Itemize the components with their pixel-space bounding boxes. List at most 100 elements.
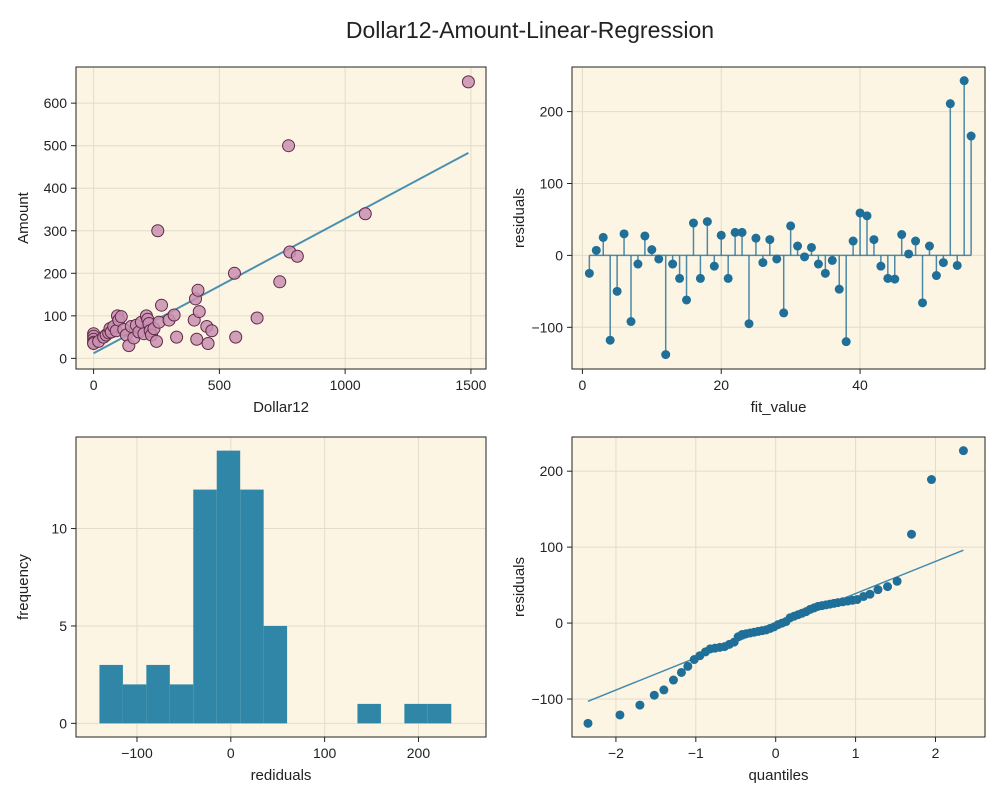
y-tick-label: 200: [540, 463, 564, 479]
scatter-point: [170, 330, 184, 344]
qq-point: [892, 576, 902, 586]
y-tick-label: 10: [51, 521, 67, 537]
scatter-point: [282, 139, 296, 153]
stem-marker: [883, 273, 893, 283]
scatter-point: [358, 207, 372, 221]
stem-marker: [619, 229, 629, 239]
y-tick-label: 200: [44, 265, 68, 281]
figure-title: Dollar12-Amount-Linear-Regression: [346, 17, 714, 43]
x-tick-label: 100: [313, 745, 337, 761]
stem-marker: [911, 236, 921, 246]
stem-marker: [723, 273, 733, 283]
stem-marker: [931, 271, 941, 281]
x-tick-label: 1500: [455, 377, 486, 393]
y-axis-label: residuals: [511, 188, 528, 248]
qq-point: [676, 667, 686, 677]
histogram-bar: [263, 625, 288, 724]
x-tick-label: 0: [90, 377, 98, 393]
stem-marker: [772, 254, 782, 264]
x-tick-label: 200: [407, 745, 431, 761]
scatter-point: [155, 298, 169, 312]
scatter-point: [192, 305, 206, 319]
residual-stem-panel: 0 20 40 −100 0 100 200 fit_value residuals: [511, 66, 986, 416]
y-tick-label: −100: [531, 691, 563, 707]
residual-histogram-panel: −100 0 100 200 0 5 10 rediduals frequency: [15, 436, 487, 784]
x-tick-label: 20: [713, 377, 729, 393]
x-tick-label: 0: [579, 377, 587, 393]
stem-marker: [654, 254, 664, 264]
stem-marker: [800, 252, 810, 262]
scatter-panel: 0 500 1000 1500 0 100 200 300 400 500 600 Dollar12 A…: [15, 66, 487, 416]
qq-point: [926, 475, 936, 485]
x-tick-label: 2: [932, 745, 940, 761]
stem-marker: [848, 236, 858, 246]
axes-frame: [75, 66, 487, 370]
qq-point: [907, 529, 917, 539]
histogram-bar: [193, 489, 217, 724]
stem-marker: [959, 76, 969, 86]
stem-marker: [855, 208, 865, 218]
histogram-bar: [146, 664, 170, 724]
stem-marker: [806, 242, 816, 252]
x-tick-label: −100: [121, 745, 153, 761]
qq-point: [583, 718, 593, 728]
stem-marker: [640, 231, 650, 241]
scatter-point: [190, 332, 204, 346]
stem-marker: [675, 273, 685, 283]
y-tick-label: 500: [44, 138, 68, 154]
histogram-bar: [240, 489, 264, 724]
y-axis-label: frequency: [15, 554, 32, 620]
stem-marker: [661, 350, 671, 360]
stem-marker: [737, 227, 747, 237]
x-tick-label: 0: [772, 745, 780, 761]
stem-marker: [709, 261, 719, 271]
stem-marker: [716, 230, 726, 240]
stem-marker: [890, 274, 900, 284]
stem-marker: [633, 259, 643, 269]
y-tick-label: 0: [59, 715, 67, 731]
stem-marker: [647, 245, 657, 255]
scatter-point: [201, 336, 215, 350]
qq-point: [683, 661, 693, 671]
qq-point: [883, 582, 893, 592]
axes-frame: [571, 66, 986, 370]
stem-marker: [591, 245, 601, 255]
histogram-bar: [427, 703, 452, 724]
histogram-bar: [357, 703, 381, 724]
x-axis-label: fit_value: [751, 399, 807, 416]
stem-marker: [668, 259, 678, 269]
y-tick-label: 100: [540, 539, 564, 555]
stem-marker: [786, 221, 796, 231]
y-tick-label: −100: [531, 319, 563, 335]
x-tick-label: 1: [852, 745, 860, 761]
y-tick-label: 200: [540, 104, 564, 120]
qq-plot-panel: −2 −1 0 1 2 −100 0 100 200 quantiles residuals: [511, 436, 986, 784]
histogram-bar: [169, 684, 194, 724]
y-tick-label: 0: [555, 615, 563, 631]
stem-marker: [918, 298, 928, 308]
y-tick-label: 600: [44, 95, 68, 111]
stem-marker: [938, 258, 948, 268]
x-axis-label: Dollar12: [253, 399, 309, 416]
histogram-bar: [122, 684, 147, 724]
stem-marker: [779, 308, 789, 318]
y-axis-label: Amount: [15, 191, 32, 244]
stem-marker: [820, 268, 830, 278]
scatter-point: [151, 224, 165, 238]
x-tick-label: 0: [227, 745, 235, 761]
stem-marker: [702, 217, 712, 227]
qq-point: [659, 685, 669, 695]
x-axis-label: quantiles: [748, 767, 808, 784]
plot-area: [572, 437, 985, 737]
qq-point: [649, 690, 659, 700]
scatter-point: [229, 330, 243, 344]
stem-marker: [695, 273, 705, 283]
scatter-point: [149, 334, 163, 348]
axes-frame: [75, 436, 487, 738]
stem-marker: [813, 259, 823, 269]
stem-marker: [751, 233, 761, 243]
scatter-point: [167, 308, 181, 322]
plot-area: [572, 67, 985, 369]
stem-marker: [966, 131, 976, 141]
